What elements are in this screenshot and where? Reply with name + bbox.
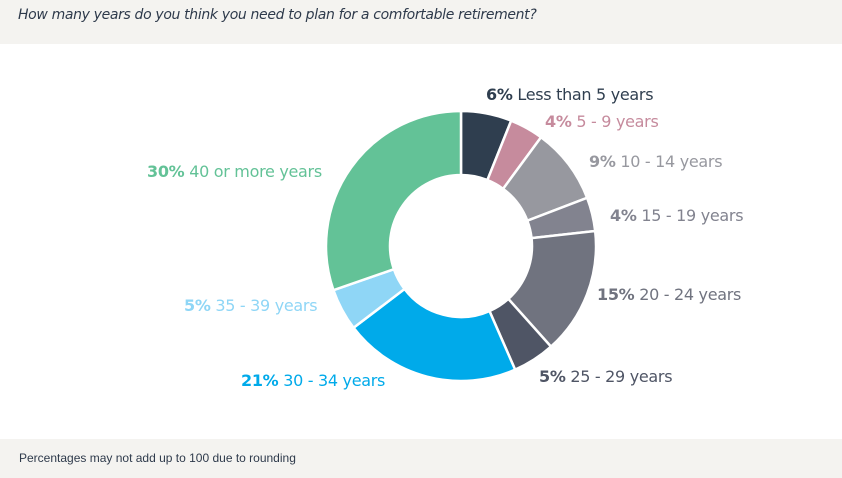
- slice-percent: 15%: [597, 285, 635, 304]
- slice-label: 15% 20 - 24 years: [597, 285, 741, 304]
- slice-percent: 9%: [589, 152, 616, 171]
- slice-label: 30% 40 or more years: [147, 162, 322, 181]
- slice-percent: 6%: [486, 85, 513, 104]
- slice-percent: 5%: [184, 296, 211, 315]
- question-text: How many years do you think you need to …: [18, 7, 537, 23]
- slice-category: 40 or more years: [184, 162, 322, 181]
- slice-label: 4% 15 - 19 years: [610, 206, 744, 225]
- slice-percent: 4%: [545, 112, 572, 131]
- slice-category: 5 - 9 years: [571, 112, 659, 131]
- slice-label: 9% 10 - 14 years: [589, 152, 723, 171]
- slice-category: 25 - 29 years: [565, 367, 673, 386]
- footer: Percentages may not add up to 100 due to…: [0, 439, 842, 478]
- slice-percent: 21%: [241, 371, 279, 390]
- donut-slice: [324, 109, 463, 292]
- rounding-note: Percentages may not add up to 100 due to…: [19, 451, 296, 465]
- donut-slice: [351, 287, 517, 383]
- slice-label: 4% 5 - 9 years: [545, 112, 659, 131]
- slice-percent: 30%: [147, 162, 185, 181]
- slice-category: 10 - 14 years: [615, 152, 723, 171]
- slice-category: 35 - 39 years: [210, 296, 318, 315]
- slice-category: 15 - 19 years: [636, 206, 744, 225]
- slice-label: 6% Less than 5 years: [486, 85, 654, 104]
- slice-label: 21% 30 - 34 years: [241, 371, 385, 390]
- slice-percent: 4%: [610, 206, 637, 225]
- question-header: How many years do you think you need to …: [0, 0, 842, 44]
- slice-category: 20 - 24 years: [634, 285, 742, 304]
- slice-label: 5% 25 - 29 years: [539, 367, 673, 386]
- slice-category: Less than 5 years: [512, 85, 654, 104]
- slice-category: 30 - 34 years: [278, 371, 386, 390]
- slice-label: 5% 35 - 39 years: [184, 296, 318, 315]
- slice-percent: 5%: [539, 367, 566, 386]
